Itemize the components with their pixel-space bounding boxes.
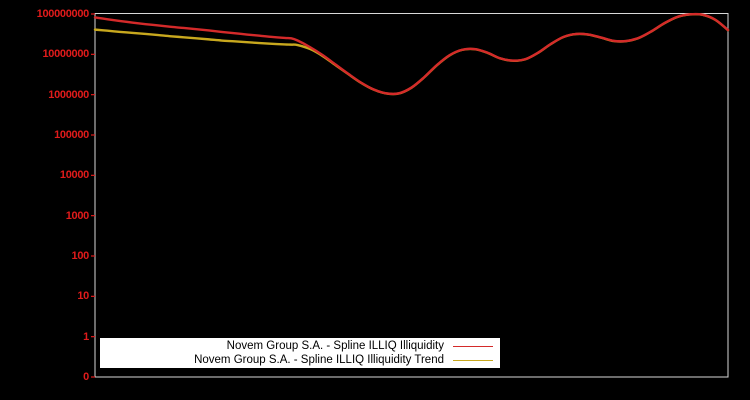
- legend-label: Novem Group S.A. - Spline ILLIQ Illiquid…: [226, 340, 444, 352]
- legend-swatch-illiquidity: [453, 345, 493, 347]
- series-line-trend: [93, 12, 730, 96]
- y-axis-ticks: [91, 13, 95, 378]
- legend-entry: Novem Group S.A. - Spline ILLIQ Illiquid…: [101, 339, 499, 353]
- y-axis-tick-label: 100000: [54, 129, 89, 141]
- legend-label: Novem Group S.A. - Spline ILLIQ Illiquid…: [194, 354, 444, 366]
- y-axis-tick-label: 0: [83, 371, 89, 383]
- legend-entry: Novem Group S.A. - Spline ILLIQ Illiquid…: [101, 353, 499, 367]
- y-axis-tick-labels: 100000000 10000000 1000000 100000 10000 1000 1…: [0, 0, 90, 400]
- y-axis-tick-label: 100: [71, 250, 90, 262]
- y-axis-tick-label: 10000000: [42, 48, 89, 61]
- y-axis-tick-label: 100000000: [36, 8, 90, 20]
- series-lines: [93, 12, 730, 96]
- y-axis-tick-label: 10000: [59, 169, 89, 182]
- legend-swatch-trend: [453, 359, 493, 361]
- chart-legend[interactable]: Novem Group S.A. - Spline ILLIQ Illiquid…: [100, 338, 500, 368]
- y-axis-tick-label: 1000: [65, 209, 90, 222]
- series-line-illiquidity: [93, 12, 730, 96]
- y-axis-tick-label: 10: [77, 290, 89, 303]
- y-axis-tick-label: 1000000: [48, 88, 89, 101]
- y-axis-tick-label: 1: [83, 330, 89, 343]
- plot-frame: [94, 13, 729, 378]
- plot-border: [94, 13, 729, 378]
